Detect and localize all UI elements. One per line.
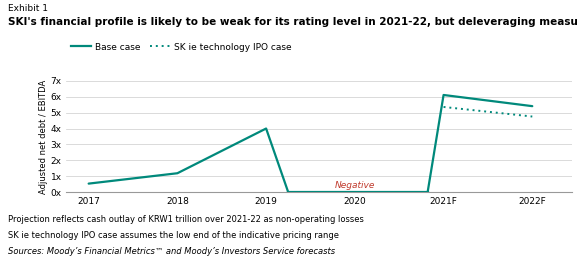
Text: Exhibit 1: Exhibit 1	[8, 4, 47, 13]
Legend: Base case, SK ie technology IPO case: Base case, SK ie technology IPO case	[71, 43, 292, 52]
Text: Projection reflects cash outlay of KRW1 trillion over 2021-22 as non-operating l: Projection reflects cash outlay of KRW1 …	[8, 214, 364, 224]
Text: Sources: Moody’s Financial Metrics™ and Moody’s Investors Service forecasts: Sources: Moody’s Financial Metrics™ and …	[8, 247, 335, 256]
Text: SK ie technology IPO case assumes the low end of the indicative pricing range: SK ie technology IPO case assumes the lo…	[8, 231, 339, 240]
Text: Negative: Negative	[335, 181, 375, 191]
Text: SKI's financial profile is likely to be weak for its rating level in 2021-22, bu: SKI's financial profile is likely to be …	[8, 17, 578, 27]
Y-axis label: Adjusted net debt / EBITDA: Adjusted net debt / EBITDA	[39, 79, 48, 194]
